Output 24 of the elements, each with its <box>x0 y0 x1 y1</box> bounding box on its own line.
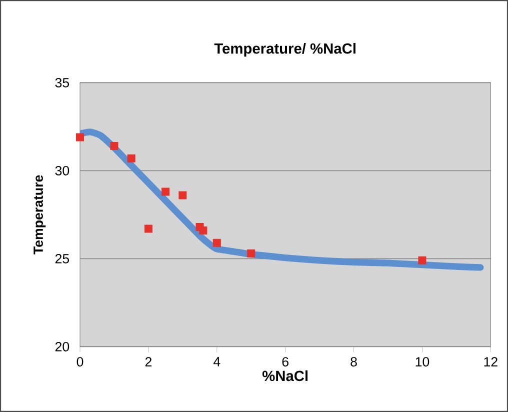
x-tick-label: 12 <box>484 357 498 366</box>
point <box>199 226 208 235</box>
y-axis-title: Temperature <box>34 175 46 254</box>
point <box>418 256 426 264</box>
point <box>247 249 256 258</box>
y-tick-label: 25 <box>55 254 70 264</box>
y-tick-label: 30 <box>55 166 70 176</box>
x-tick-label: 2 <box>145 357 152 366</box>
y-tick-label: 35 <box>55 78 70 88</box>
point <box>178 191 187 200</box>
point <box>162 188 170 196</box>
x-tick-label: 0 <box>76 357 84 367</box>
x-tick-label: 8 <box>350 357 357 367</box>
x-tick-label: 4 <box>213 357 220 366</box>
chart-title: Temperature/ %NaCl <box>214 42 356 57</box>
x-axis-title: %NaCl <box>262 370 308 382</box>
x-tick-label: 10 <box>416 357 430 367</box>
point <box>76 133 84 142</box>
point <box>144 224 152 233</box>
point <box>127 154 136 162</box>
point <box>110 142 118 150</box>
y-tick-label: 20 <box>55 342 70 352</box>
point <box>212 238 221 247</box>
x-tick-label: 6 <box>282 357 288 367</box>
